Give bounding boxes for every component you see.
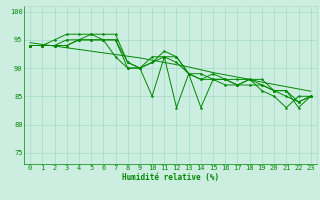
X-axis label: Humidité relative (%): Humidité relative (%): [122, 173, 219, 182]
